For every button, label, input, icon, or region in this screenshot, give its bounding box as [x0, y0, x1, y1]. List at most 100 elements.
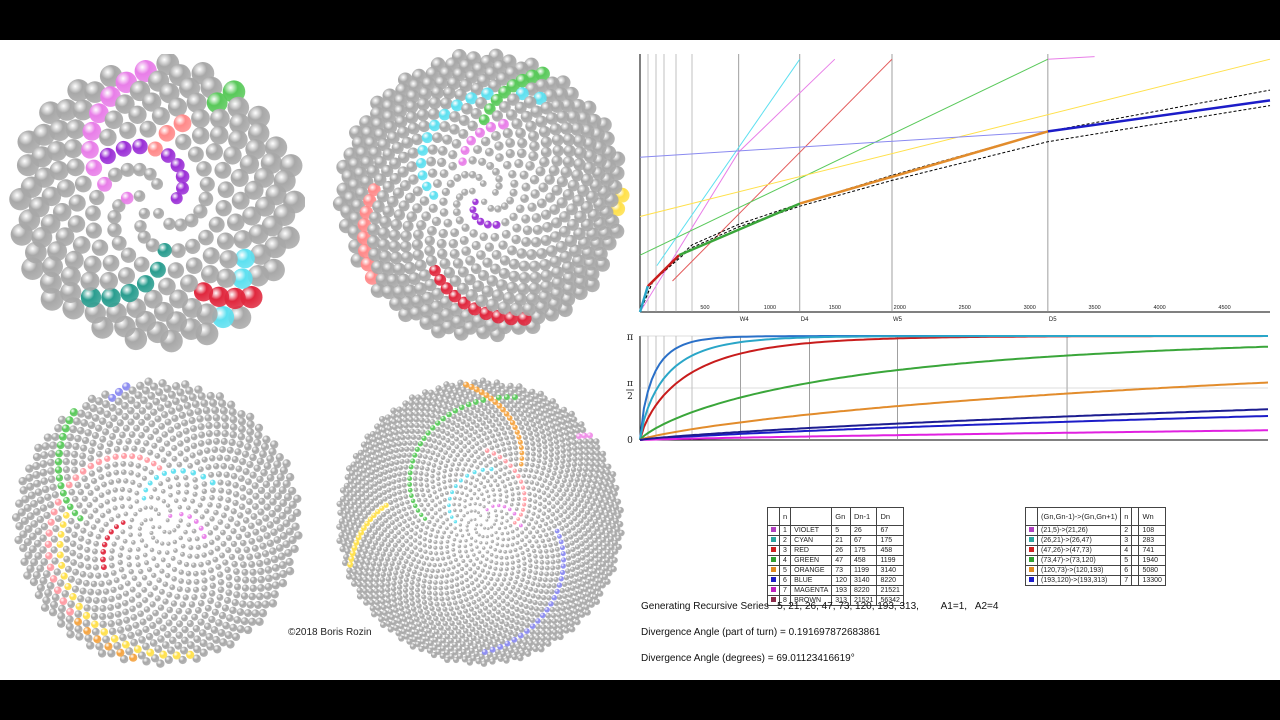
- ball: [459, 235, 469, 246]
- ball: [377, 238, 391, 252]
- ball: [149, 517, 154, 522]
- ball: [572, 134, 587, 148]
- ball: [75, 578, 83, 586]
- ball: [544, 485, 550, 491]
- ball: [446, 567, 451, 572]
- ball: [576, 111, 591, 126]
- ball: [508, 482, 513, 487]
- ball: [79, 570, 87, 578]
- highlighted-ball: [200, 473, 207, 480]
- ball: [465, 583, 471, 589]
- highlighted-ball: [484, 103, 496, 115]
- ball: [353, 466, 360, 473]
- ball: [422, 389, 429, 396]
- ball: [586, 571, 593, 578]
- ball: [379, 587, 385, 594]
- ball: [494, 636, 501, 643]
- ball: [157, 604, 165, 611]
- table-header: [767, 507, 780, 526]
- ball: [485, 470, 490, 476]
- ball: [225, 488, 233, 496]
- ball: [491, 606, 497, 612]
- ball: [510, 497, 515, 502]
- ball: [492, 522, 496, 526]
- ball: [278, 511, 287, 520]
- ball: [475, 638, 482, 645]
- highlighted-ball: [414, 446, 421, 453]
- ball: [408, 174, 419, 185]
- ball: [430, 515, 435, 520]
- table-cell: 4: [1120, 545, 1133, 556]
- ball: [611, 539, 619, 547]
- ball: [221, 604, 230, 612]
- ball: [450, 440, 455, 446]
- ball: [554, 492, 560, 498]
- ball: [129, 517, 135, 523]
- ball: [516, 390, 523, 397]
- ball: [488, 460, 493, 465]
- ball: [180, 551, 186, 557]
- ball: [474, 407, 481, 414]
- ball: [257, 508, 265, 516]
- ball: [192, 477, 198, 483]
- ball: [582, 531, 588, 537]
- series-line: [639, 105, 1271, 313]
- table-cell: [1131, 545, 1140, 556]
- ball: [165, 572, 171, 579]
- ball: [153, 301, 174, 322]
- marker-label: D4: [801, 317, 809, 323]
- ball: [559, 211, 571, 223]
- ball: [418, 528, 424, 533]
- ball: [148, 420, 156, 428]
- ball: [510, 492, 515, 497]
- ball: [249, 576, 258, 584]
- ball: [344, 548, 351, 555]
- ball: [554, 570, 560, 576]
- ball: [584, 544, 590, 551]
- ball: [516, 491, 521, 496]
- ball: [494, 616, 501, 622]
- ball: [154, 595, 161, 602]
- ball: [183, 475, 189, 481]
- ball: [173, 548, 178, 553]
- ball: [580, 124, 595, 139]
- ball: [568, 615, 575, 622]
- ball: [228, 463, 235, 471]
- ball: [396, 530, 402, 536]
- ball: [509, 212, 518, 222]
- ball: [428, 203, 438, 213]
- ball: [48, 608, 58, 617]
- ball: [357, 564, 365, 571]
- ball: [469, 463, 474, 468]
- table-cell: [1131, 565, 1140, 576]
- ball: [494, 530, 498, 535]
- ball: [166, 541, 171, 546]
- ball: [511, 386, 519, 393]
- ball: [480, 451, 485, 456]
- ball: [542, 444, 548, 450]
- ball: [480, 420, 486, 426]
- ball: [462, 436, 468, 442]
- ball: [555, 606, 561, 613]
- ball: [539, 258, 552, 271]
- ball: [359, 475, 366, 482]
- ball: [177, 450, 184, 457]
- ball: [404, 428, 410, 435]
- ball: [105, 421, 114, 429]
- ball: [123, 616, 131, 624]
- ball: [438, 585, 444, 591]
- ball: [104, 499, 111, 505]
- ball: [30, 499, 39, 508]
- ball: [396, 538, 402, 544]
- ball: [204, 521, 210, 527]
- ball: [362, 593, 369, 600]
- highlighted-ball: [438, 108, 451, 121]
- ball: [494, 141, 504, 151]
- ball: [568, 519, 574, 525]
- highlighted-ball: [421, 435, 427, 441]
- ball: [422, 543, 427, 548]
- ball: [468, 567, 473, 572]
- ball: [485, 479, 490, 484]
- ball: [394, 459, 400, 466]
- ball: [226, 614, 234, 622]
